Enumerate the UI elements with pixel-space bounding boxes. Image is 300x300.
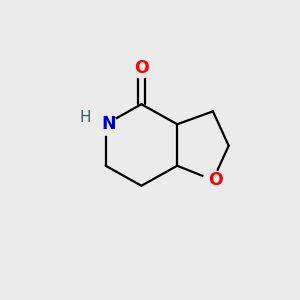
Circle shape: [132, 59, 151, 78]
Text: N: N: [102, 115, 116, 133]
Text: O: O: [134, 59, 149, 77]
Text: H: H: [79, 110, 91, 124]
Text: O: O: [208, 171, 223, 189]
Circle shape: [95, 113, 116, 135]
Circle shape: [203, 170, 223, 190]
